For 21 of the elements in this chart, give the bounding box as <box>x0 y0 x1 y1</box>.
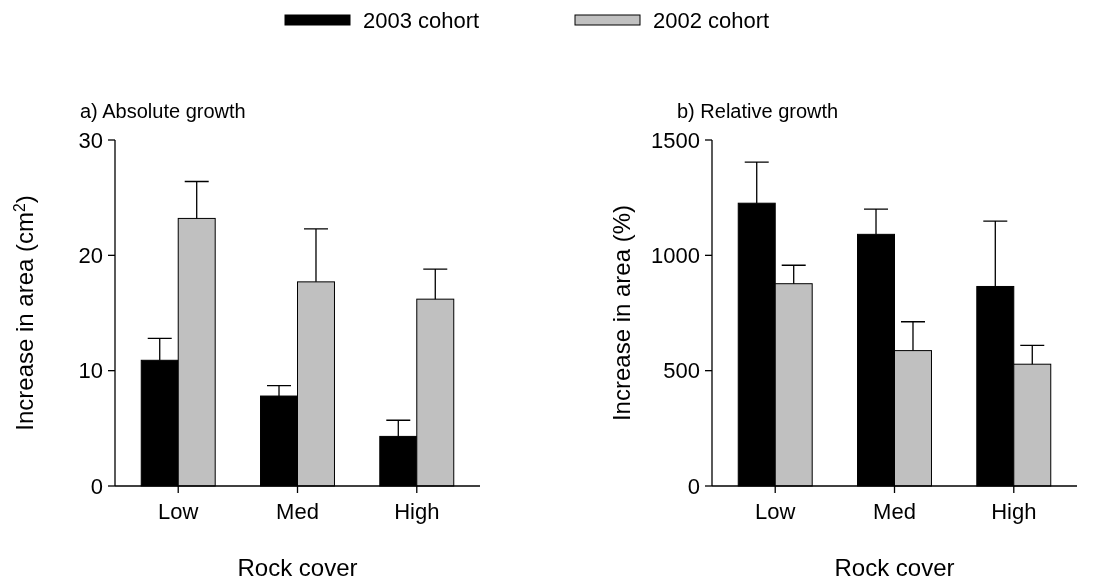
y-tick-label: 0 <box>687 473 700 499</box>
y-tick-label: 0 <box>90 473 103 499</box>
y-tick-label: 10 <box>78 358 103 384</box>
x-tick-label: High <box>394 499 440 524</box>
y-tick-label: 30 <box>78 127 103 153</box>
legend-label: 2002 cohort <box>653 7 770 33</box>
legend-label: 2003 cohort <box>363 7 480 33</box>
chart-title: b) Relative growth <box>677 100 839 122</box>
x-axis-title: Rock cover <box>834 554 955 581</box>
y-axis-title: Increase in area (%) <box>608 204 635 422</box>
x-tick-label: Low <box>158 499 199 524</box>
y-tick-label: 20 <box>78 243 103 269</box>
x-tick-label: Low <box>755 499 796 524</box>
y-tick-label: 1500 <box>651 127 700 153</box>
y-tick-label: 1000 <box>651 243 700 269</box>
x-tick-label: Med <box>276 499 319 524</box>
x-tick-label: Med <box>873 499 916 524</box>
x-axis-title: Rock cover <box>237 554 358 581</box>
y-tick-label: 500 <box>663 358 700 384</box>
chart-title: a) Absolute growth <box>80 100 246 122</box>
x-tick-label: High <box>991 499 1037 524</box>
